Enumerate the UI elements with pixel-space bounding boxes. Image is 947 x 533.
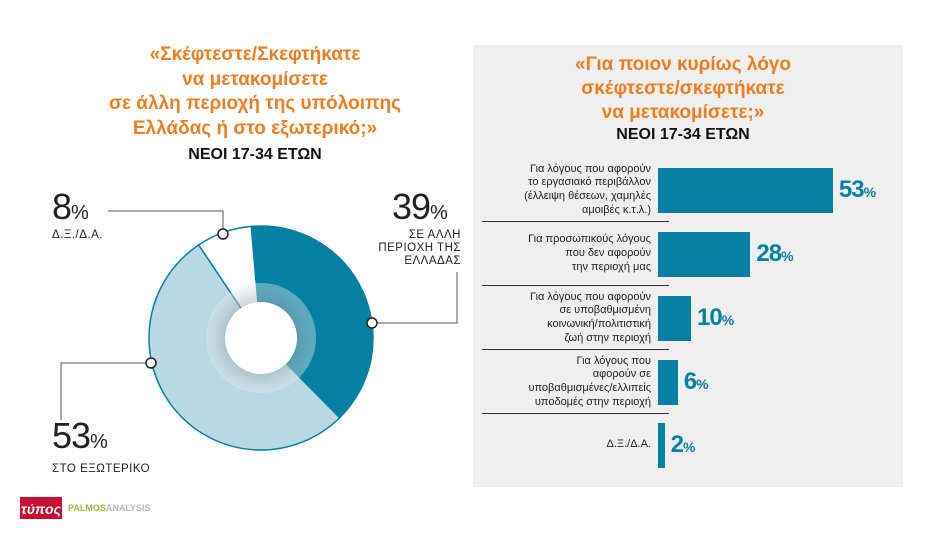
abroad-label: ΣΤΟ ΕΞΩΤΕΡΙΚΟ [52,463,151,475]
right-subtitle: ΝΕΟΙ 17-34 ΕΤΩΝ [616,126,750,143]
bar [658,168,833,213]
row-divider [482,413,669,414]
bar-value: 28% [756,240,793,267]
palmos-logo: PALMOSANALYSIS [68,503,151,513]
title-line: «Σκέφτεστε/Σκεφτήκατε [149,44,361,65]
bar-label: Για λόγους που αφορούν σε υποβαθμισμένη κο… [529,290,651,344]
leader-dot [145,357,157,369]
bar-value: 6% [683,368,709,395]
leader-dot [217,228,229,240]
leader-line [377,272,458,324]
greece-label: ΣΕ ΑΛΛΗ ΠΕΡΙΟΧΗ ΤΗΣ ΕΛΛΑΔΑΣ [378,229,461,267]
title-line: σκέφτεστε/σκεφτήκατε [581,78,785,99]
greece-value: 39% [392,186,448,227]
title-line: «Για ποιον κυρίως λόγο [575,54,791,75]
bar-value: 10% [697,304,734,331]
bar [658,296,691,341]
leader-line [60,362,146,420]
dk-label: Δ.Ξ./Δ.Α. [52,229,103,241]
bar [658,423,665,468]
row-divider [482,349,669,350]
left-title: «Σκέφτεστε/Σκεφτήκατε να μετακομίσετε σε… [40,43,470,141]
reasons-panel: «Για ποιον κυρίως λόγο σκέφτεστε/σκεφτήκ… [473,45,903,487]
row-divider [482,221,669,222]
bar-value: 2% [670,431,696,458]
title-line: Ελλάδας ή στο εξωτερικό;» [132,117,378,139]
title-line: σε άλλη περιοχή της υπόλοιπης [108,93,402,114]
dk-value: 8% [52,186,89,227]
leader-line [108,210,224,233]
bar-label: Δ.Ξ./Δ.Α. [606,438,651,451]
right-title: «Για ποιον κυρίως λόγο σκέφτεστε/σκεφτήκ… [473,53,893,125]
title-line: να μετακομίσετε;» [601,102,765,123]
row-divider [482,285,669,286]
bar-label: Για προσωπικούς λόγους που δεν αφορούν την… [528,233,651,273]
bar-label: Για λόγους που αφορούν το εργασιακό περιβ… [524,162,651,216]
bar [658,360,678,405]
bar-value: 53% [838,176,876,203]
abroad-value: 53% [52,415,108,456]
title-line: να μετακομίσετε [182,68,328,90]
donut-hole [225,302,297,374]
bar-label: Για λόγους που αφορούν σε υποβαθμισμένες/ε… [528,354,651,408]
bar [658,232,751,277]
typos-logo: τύπος [20,497,62,519]
left-subtitle: ΝΕΟΙ 17-34 ΕΤΩΝ [188,146,322,163]
leader-dot [366,317,378,329]
